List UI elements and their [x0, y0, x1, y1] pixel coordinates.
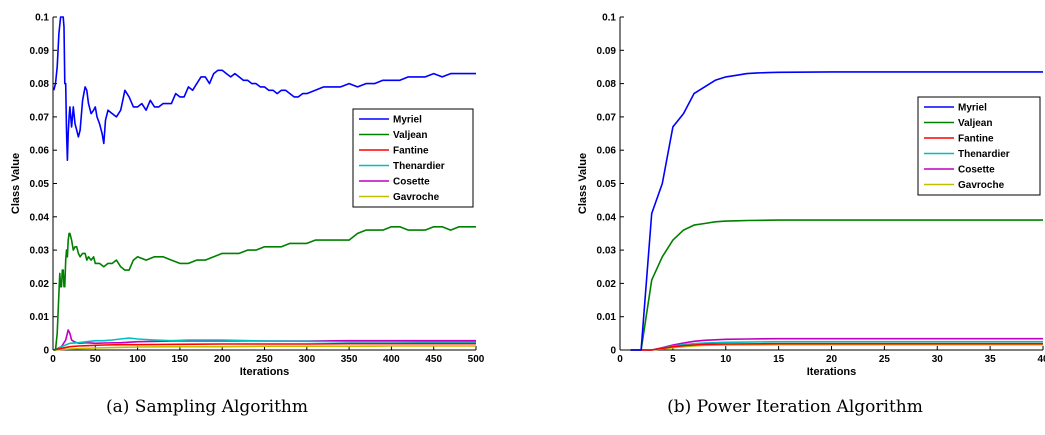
- legend-label-cosette: Cosette: [958, 165, 995, 176]
- y-tick-label: 0.08: [597, 79, 617, 90]
- x-tick-label: 300: [298, 354, 315, 365]
- series-line-valjean: [630, 219, 1043, 351]
- series-lines: [630, 71, 1043, 351]
- x-axis-label: Iterations: [240, 366, 290, 378]
- x-tick-label: 25: [879, 354, 891, 365]
- y-tick-label: 0.02: [597, 279, 617, 290]
- legend-label-valjean: Valjean: [958, 118, 992, 129]
- x-tick-label: 50: [90, 354, 102, 365]
- legend-box: [352, 108, 474, 208]
- x-tick-label: 100: [129, 354, 146, 365]
- legend-label-gavroche: Gavroche: [393, 192, 440, 203]
- y-tick-label: 0.03: [30, 246, 50, 257]
- x-tick-label: 35: [985, 354, 997, 365]
- series-line-fantine: [53, 342, 476, 351]
- legend: Myriel Valjean Fantine Thenardier Cosette Gav…: [352, 108, 474, 208]
- y-axis-label: Class Value: [10, 153, 22, 214]
- legend: Myriel Valjean Fantine Thenardier Cosette Gav…: [917, 96, 1041, 196]
- x-tick-label: 200: [214, 354, 231, 365]
- x-tick-label: 150: [172, 354, 189, 365]
- y-tick-label: 0.04: [597, 212, 617, 223]
- y-tick-label: 0.06: [597, 146, 617, 157]
- series-line-gavroche: [53, 345, 476, 351]
- series-line-fantine: [630, 342, 1043, 351]
- series-line-myriel: [53, 16, 476, 161]
- x-tick-label: 0: [617, 354, 623, 365]
- x-tick-label: 450: [425, 354, 442, 365]
- y-tick-label: 0.03: [597, 246, 617, 257]
- legend-label-cosette: Cosette: [393, 177, 430, 188]
- y-tick-label: 0.05: [597, 179, 617, 190]
- legend-label-myriel: Myriel: [958, 103, 987, 114]
- y-axis-label: Class Value: [577, 153, 589, 214]
- legend-label-fantine: Fantine: [958, 134, 994, 145]
- x-tick-label: 20: [826, 354, 838, 365]
- x-axis-label: Iterations: [807, 366, 857, 378]
- series-line-myriel: [630, 71, 1043, 351]
- legend-label-fantine: Fantine: [393, 146, 429, 157]
- x-tick-label: 40: [1037, 354, 1045, 365]
- figure-caption: (b) Power Iteration Algorithm: [667, 397, 923, 417]
- legend-label-gavroche: Gavroche: [958, 180, 1005, 191]
- x-tick-label: 0: [50, 354, 56, 365]
- series-line-cosette: [53, 329, 476, 351]
- series-lines: [53, 16, 476, 351]
- figure-caption: (a) Sampling Algorithm: [106, 397, 308, 417]
- x-tick-label: 500: [468, 354, 485, 365]
- y-tick-label: 0.01: [597, 312, 617, 323]
- series-line-thenardier: [53, 337, 476, 351]
- y-tick-label: 0.09: [30, 46, 50, 57]
- y-tick-label: 0: [43, 346, 49, 357]
- x-tick-label: 350: [341, 354, 358, 365]
- x-tick-label: 30: [932, 354, 944, 365]
- y-tick-label: 0.08: [30, 79, 50, 90]
- chart-panel-power-iteration: 0 0.01 0.02 0.03 0.04 0.05 0.06 0.07 0.08 0.09 0.1…: [577, 13, 1045, 418]
- x-tick-label: 250: [256, 354, 273, 365]
- y-tick-label: 0.05: [30, 179, 50, 190]
- y-tick-label: 0.02: [30, 279, 50, 290]
- y-tick-label: 0.07: [597, 112, 617, 123]
- y-tick-label: 0.1: [35, 13, 49, 24]
- x-tick-label: 5: [670, 354, 676, 365]
- y-tick-label: 0.04: [30, 212, 50, 223]
- x-tick-label: 400: [383, 354, 400, 365]
- legend-label-valjean: Valjean: [393, 130, 427, 141]
- y-tick-label: 0: [610, 346, 616, 357]
- series-line-valjean: [53, 226, 476, 351]
- y-tick-label: 0.07: [30, 112, 50, 123]
- legend-box: [917, 96, 1041, 196]
- legend-label-thenardier: Thenardier: [958, 149, 1010, 160]
- x-tick-label: 10: [720, 354, 732, 365]
- chart-panel-sampling: 0 0.01 0.02 0.03 0.04 0.05 0.06 0.07 0.08 0.09 0.1…: [10, 13, 485, 418]
- x-tick-label: 15: [773, 354, 785, 365]
- legend-label-thenardier: Thenardier: [393, 161, 445, 172]
- y-tick-label: 0.1: [602, 13, 616, 24]
- legend-label-myriel: Myriel: [393, 115, 422, 126]
- y-tick-label: 0.06: [30, 146, 50, 157]
- y-tick-label: 0.09: [597, 46, 617, 57]
- y-tick-label: 0.01: [30, 312, 50, 323]
